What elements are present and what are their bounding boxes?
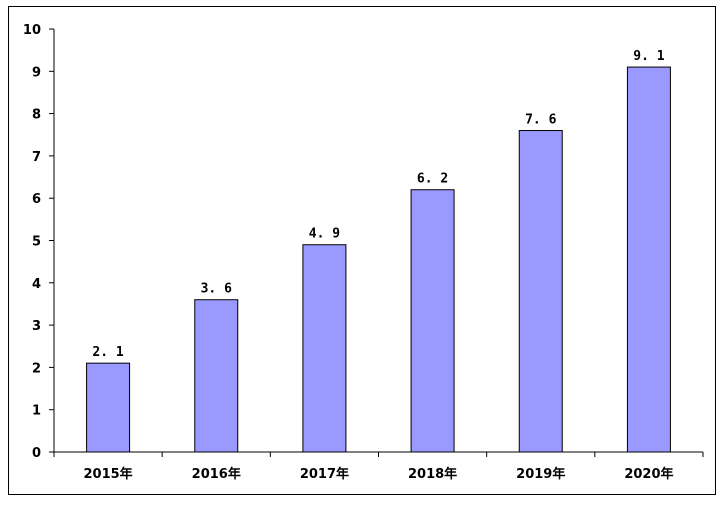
y-tick-label: 10 xyxy=(23,23,41,38)
x-category-label: 2016年 xyxy=(192,466,241,482)
data-label: 6. 2 xyxy=(417,172,448,187)
bar xyxy=(194,299,239,453)
y-tick-label: 4 xyxy=(32,277,41,292)
bar xyxy=(410,189,455,453)
y-tick-label: 2 xyxy=(32,361,41,376)
y-tick-labels: 0 1 2 3 4 5 6 7 8 9 10 xyxy=(23,23,41,461)
data-label: 3. 6 xyxy=(201,282,232,297)
data-label: 9. 1 xyxy=(633,49,664,64)
x-category-label: 2018年 xyxy=(408,466,457,482)
y-tick-label: 9 xyxy=(32,65,41,80)
y-tick-label: 0 xyxy=(32,446,41,461)
y-tick-label: 8 xyxy=(32,108,41,123)
data-label: 7. 6 xyxy=(525,113,556,128)
bar xyxy=(302,244,347,453)
y-tick-label: 1 xyxy=(32,404,41,419)
y-tick-label: 3 xyxy=(32,319,41,334)
bar xyxy=(86,362,131,453)
x-category-label: 2017年 xyxy=(300,466,349,482)
y-tick-label: 7 xyxy=(32,150,41,165)
data-labels: 2. 1 3. 6 4. 9 6. 2 7. 6 9. 1 xyxy=(92,49,664,360)
axes xyxy=(49,28,704,457)
data-label: 2. 1 xyxy=(92,345,123,360)
bar xyxy=(518,130,563,453)
bars xyxy=(86,66,671,453)
y-tick-label: 5 xyxy=(32,235,41,250)
y-tick-label: 6 xyxy=(32,192,41,207)
bar xyxy=(626,66,671,453)
x-category-label: 2020年 xyxy=(624,466,673,482)
x-category-label: 2015年 xyxy=(83,466,132,482)
data-label: 4. 9 xyxy=(309,227,340,242)
x-category-label: 2019年 xyxy=(516,466,565,482)
x-category-labels: 2015年 2016年 2017年 2018年 2019年 2020年 xyxy=(83,466,673,482)
